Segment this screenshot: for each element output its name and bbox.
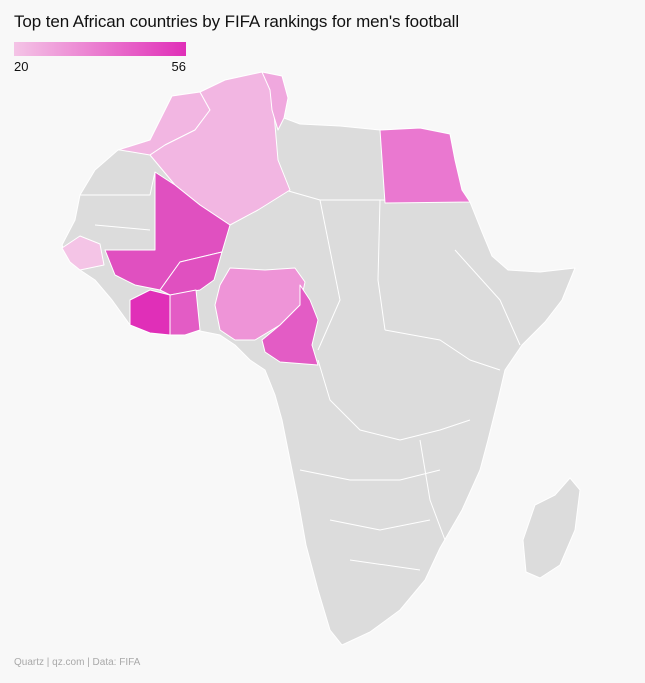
country-senegal: [61, 235, 105, 271]
country-cote-divoire: [129, 289, 171, 336]
legend-labels: 20 56: [14, 59, 186, 74]
country-borders: [80, 171, 521, 571]
country-ghana: [169, 289, 201, 336]
chart-title: Top ten African countries by FIFA rankin…: [14, 12, 460, 31]
source-footer: Quartz | qz.com | Data: FIFA: [14, 657, 141, 668]
country-tunisia: [261, 71, 289, 131]
country-mali: [104, 171, 231, 291]
color-legend: 20 56: [14, 42, 186, 74]
madagascar: [522, 477, 581, 579]
country-egypt: [379, 127, 471, 204]
africa-landmass: [61, 71, 576, 646]
country-cameroon: [261, 284, 319, 366]
legend-gradient-bar: [14, 42, 186, 56]
legend-min-label: 20: [14, 59, 29, 74]
legend-max-label: 56: [171, 59, 186, 74]
